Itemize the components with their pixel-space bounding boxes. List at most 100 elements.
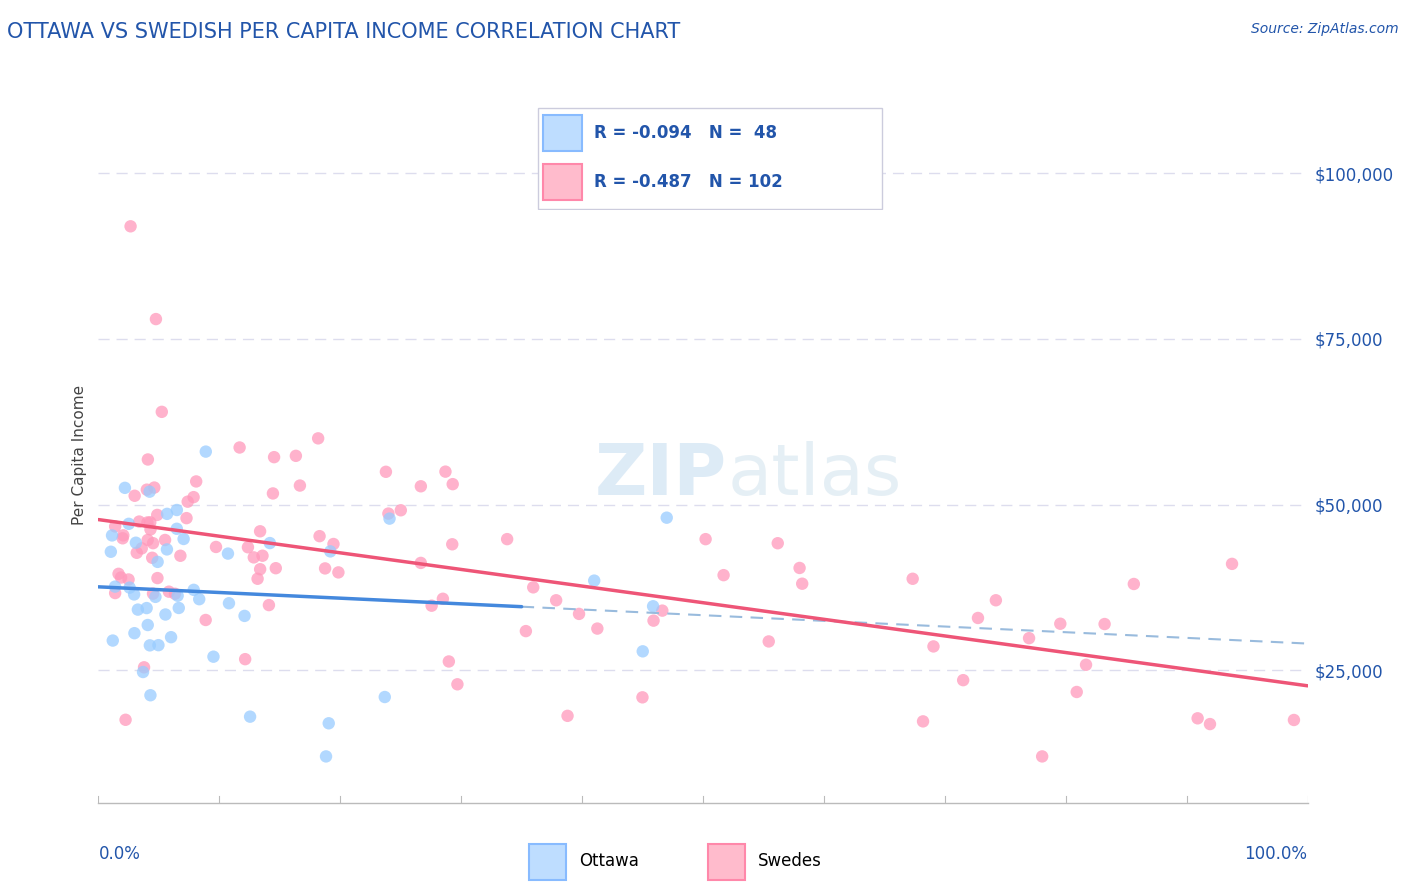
Point — [239, 709, 262, 723]
Point — [643, 614, 665, 628]
Point — [967, 611, 990, 625]
Point — [1187, 711, 1209, 725]
Point — [284, 449, 307, 463]
Point — [789, 561, 811, 575]
Point — [156, 507, 179, 521]
Point — [441, 477, 464, 491]
Point — [166, 589, 188, 603]
Point — [262, 486, 284, 500]
Point — [194, 613, 217, 627]
Point — [319, 544, 342, 558]
Point — [922, 640, 945, 654]
Point — [631, 644, 654, 658]
Point — [153, 533, 176, 547]
Point — [409, 556, 432, 570]
Point — [1018, 631, 1040, 645]
Point — [249, 562, 271, 576]
Point — [114, 481, 136, 495]
Point — [104, 586, 127, 600]
Point — [901, 572, 924, 586]
Point — [1066, 685, 1088, 699]
Point — [249, 524, 271, 539]
Point — [125, 546, 148, 560]
Point — [322, 537, 344, 551]
Point — [655, 510, 678, 524]
Point — [110, 570, 132, 584]
Point — [389, 503, 412, 517]
Point — [136, 516, 159, 530]
Text: Ottawa: Ottawa — [579, 852, 638, 870]
Point — [522, 580, 544, 594]
Text: OTTAWA VS SWEDISH PER CAPITA INCOME CORRELATION CHART: OTTAWA VS SWEDISH PER CAPITA INCOME CORR… — [7, 22, 681, 42]
Text: atlas: atlas — [727, 442, 901, 510]
Point — [160, 630, 183, 644]
Point — [128, 515, 150, 529]
Point — [124, 626, 146, 640]
Point — [148, 638, 170, 652]
Point — [177, 494, 200, 508]
Point — [157, 584, 180, 599]
Point — [1220, 557, 1243, 571]
Point — [515, 624, 537, 639]
Point — [374, 465, 396, 479]
Point — [377, 507, 399, 521]
Point — [432, 591, 454, 606]
Point — [132, 665, 155, 679]
Point — [546, 593, 568, 607]
FancyBboxPatch shape — [543, 115, 582, 151]
Point — [188, 592, 211, 607]
Point — [131, 541, 153, 556]
Point — [166, 522, 188, 536]
Point — [120, 219, 142, 234]
Point — [434, 465, 457, 479]
Point — [984, 593, 1007, 607]
Point — [259, 536, 281, 550]
FancyBboxPatch shape — [709, 845, 745, 880]
Point — [146, 555, 169, 569]
Point — [246, 572, 269, 586]
Point — [446, 677, 468, 691]
Point — [122, 587, 145, 601]
Point — [139, 523, 162, 537]
Point — [236, 541, 259, 555]
Point — [194, 444, 217, 458]
Point — [288, 478, 311, 492]
FancyBboxPatch shape — [537, 108, 883, 209]
Point — [146, 508, 169, 522]
Point — [132, 660, 155, 674]
Point — [186, 475, 208, 489]
Point — [141, 550, 163, 565]
Point — [409, 479, 432, 493]
Point — [136, 452, 159, 467]
Point — [713, 568, 735, 582]
Point — [308, 529, 330, 543]
Point — [1049, 616, 1071, 631]
Point — [583, 574, 606, 588]
Point — [135, 601, 157, 615]
Point — [1199, 717, 1222, 731]
Point — [142, 586, 165, 600]
Point — [252, 549, 274, 563]
Point — [114, 713, 136, 727]
Point — [145, 312, 167, 326]
Point — [792, 576, 814, 591]
Point — [651, 604, 673, 618]
Point — [124, 489, 146, 503]
Point — [437, 655, 460, 669]
Point — [766, 536, 789, 550]
Text: 0.0%: 0.0% — [98, 845, 141, 863]
Point — [127, 602, 149, 616]
Point — [1031, 749, 1053, 764]
Text: Source: ZipAtlas.com: Source: ZipAtlas.com — [1251, 22, 1399, 37]
FancyBboxPatch shape — [530, 845, 565, 880]
Point — [183, 582, 205, 597]
Point — [139, 638, 162, 652]
Point — [118, 581, 141, 595]
Point — [314, 561, 336, 575]
Point — [315, 749, 337, 764]
Point — [695, 532, 717, 546]
Point — [156, 542, 179, 557]
Point — [145, 590, 167, 604]
Point — [111, 531, 134, 545]
Point — [233, 608, 256, 623]
